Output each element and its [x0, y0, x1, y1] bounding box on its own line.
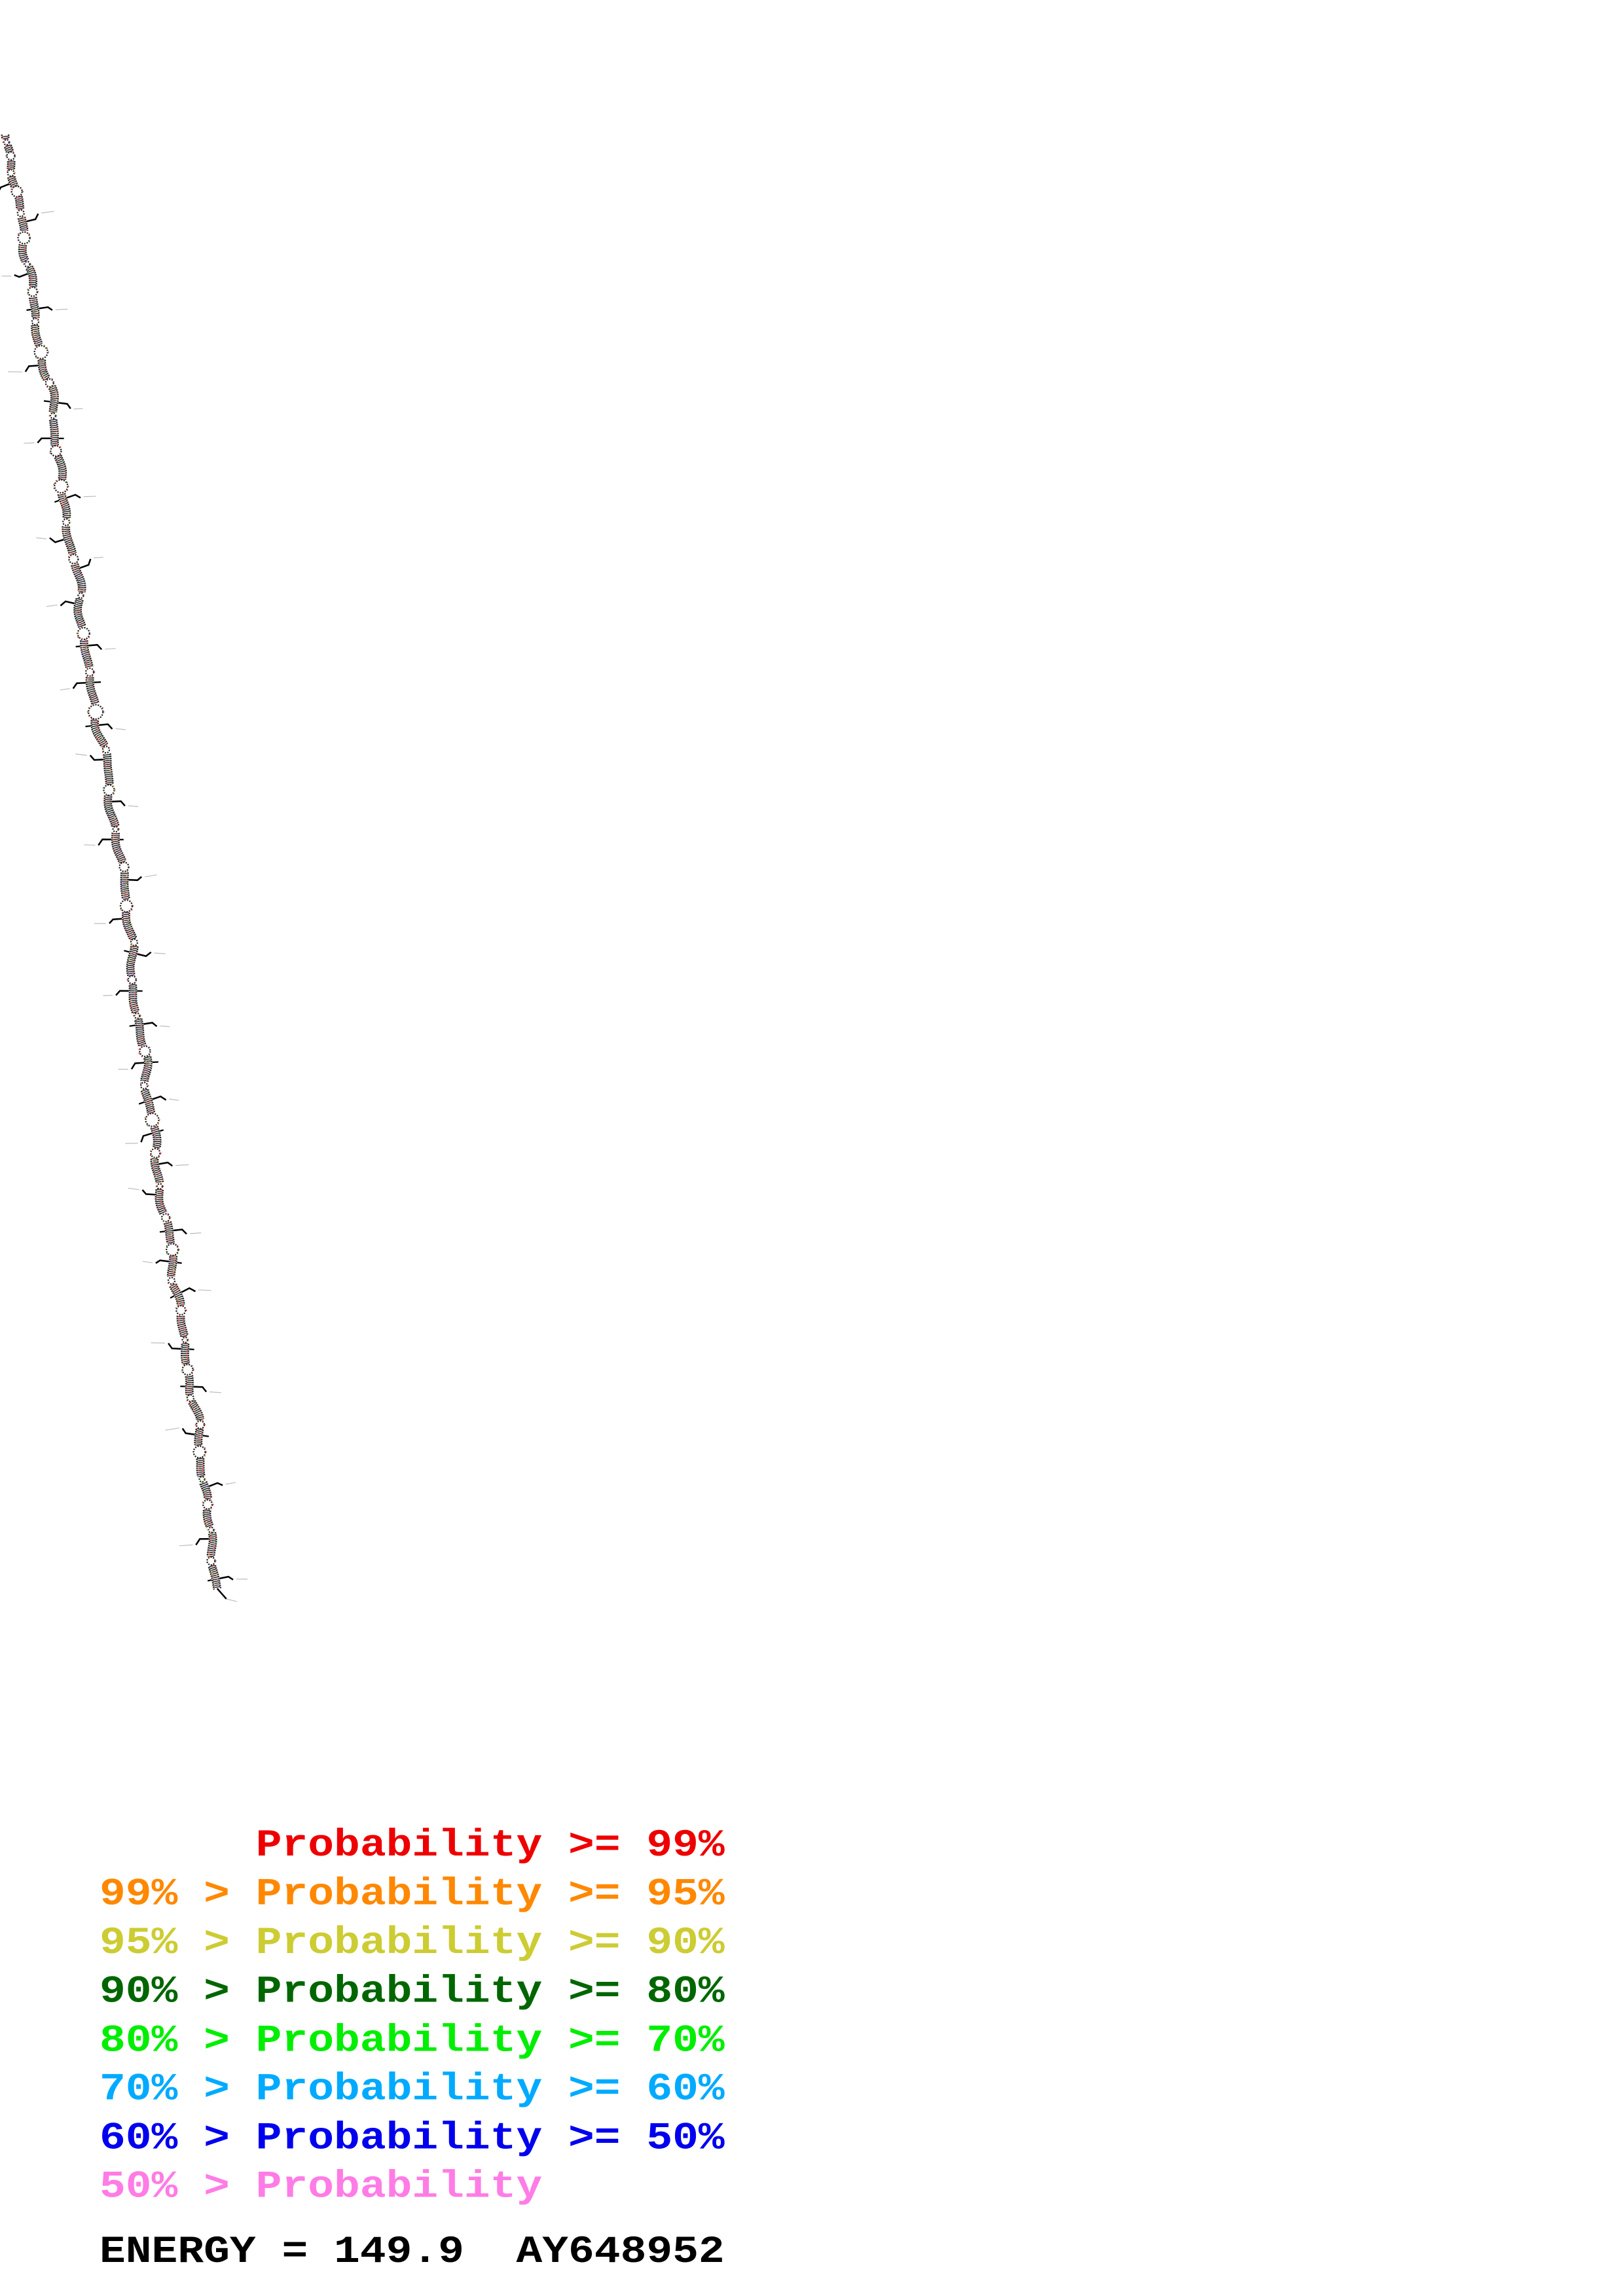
svg-text:99% > Probability >= 95%: 99% > Probability >= 95%: [100, 1873, 725, 1916]
svg-text:60% > Probability >= 50%: 60% > Probability >= 50%: [100, 2117, 725, 2160]
svg-text:ENERGY = 149.9 AY648952: ENERGY = 149.9 AY648952: [100, 2231, 725, 2274]
svg-text:90% > Probability >= 80%: 90% > Probability >= 80%: [100, 1970, 725, 2013]
svg-text:70% > Probability >= 60%: 70% > Probability >= 60%: [100, 2068, 725, 2111]
svg-text:80% > Probability >= 70%: 80% > Probability >= 70%: [100, 2019, 725, 2062]
svg-text:Probability >= 99%: Probability >= 99%: [256, 1824, 725, 1867]
svg-text:50% > Probability: 50% > Probability: [100, 2165, 542, 2208]
svg-text:95% > Probability >= 90%: 95% > Probability >= 90%: [100, 1922, 725, 1965]
